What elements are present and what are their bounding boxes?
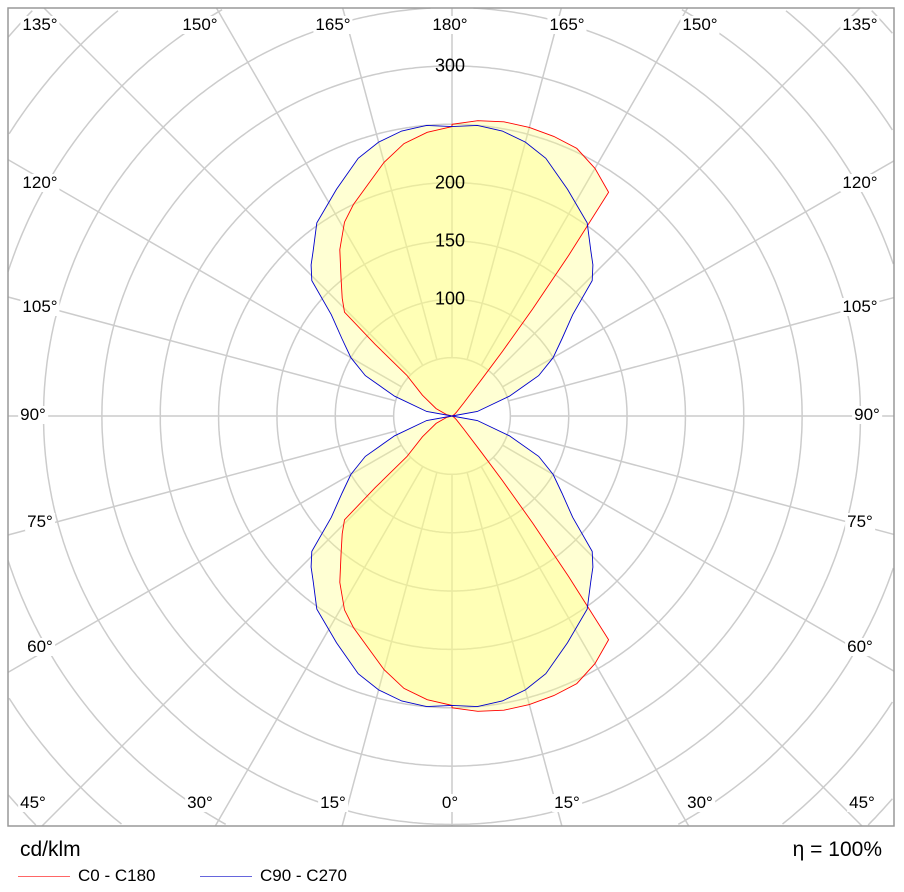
grid-circle (782, 701, 894, 825)
grid-spoke (502, 160, 895, 388)
grid-circle (8, 697, 122, 825)
unit-label: cd/klm (20, 838, 81, 861)
series-line-0 (339, 120, 610, 712)
angle-label-bottom: 30° (185, 793, 215, 812)
grid-circle (7, 559, 227, 825)
grid-spoke (508, 296, 895, 402)
angle-label-bottom: 30° (685, 793, 715, 812)
legend-label: C90 - C270 (260, 866, 347, 885)
angle-label-bottom: 15° (552, 793, 582, 812)
angle-label-left: 90° (18, 405, 48, 424)
series-fill (339, 120, 609, 712)
grid-spoke (480, 466, 690, 827)
grid-circle (677, 567, 895, 825)
grid-circle (7, 10, 33, 38)
legend-item-c90-c270: C90 - C270 (200, 866, 347, 886)
legend-swatch (200, 875, 252, 877)
angle-label-right: 105° (840, 297, 880, 316)
grid-circle (7, 9, 223, 273)
angle-label-right: 120° (840, 173, 880, 192)
grid-spoke (43, 7, 412, 376)
grid-circle (8, 10, 119, 135)
plot-frame (7, 7, 895, 827)
legend-item-c0-c180: C0 - C180 (18, 866, 155, 886)
grid-spoke (341, 7, 438, 360)
angle-label-top: 150° (680, 15, 720, 34)
grid-spoke (466, 472, 563, 827)
grid-circle (867, 798, 893, 826)
grid-spoke (41, 456, 412, 827)
angle-label-top: 135° (20, 15, 60, 34)
angle-label-bottom: 15° (318, 793, 348, 812)
grid-circle (785, 10, 894, 131)
legend-swatch (18, 875, 70, 877)
angle-label-right: 60° (845, 637, 875, 656)
angle-label-top: 150° (180, 15, 220, 34)
grid-spoke (492, 456, 863, 827)
grid-spoke (215, 7, 424, 366)
grid-spoke (492, 7, 861, 376)
grid-spoke (480, 7, 689, 366)
angle-label-bottom: 0° (439, 793, 461, 812)
polar-grid (7, 7, 895, 827)
angle-label-left: 120° (20, 173, 60, 192)
efficiency-label: η = 100% (792, 838, 882, 861)
angle-label-top: 165° (547, 15, 587, 34)
legend-label: C0 - C180 (78, 866, 156, 885)
grid-spoke (7, 430, 396, 536)
grid-spoke (466, 7, 563, 360)
radial-tick-label: 200 (434, 172, 466, 193)
series-line-1 (310, 124, 594, 708)
angle-label-top: 135° (840, 15, 880, 34)
angle-label-right: 75° (845, 512, 875, 531)
grid-circle (451, 7, 862, 826)
angle-label-left: 105° (20, 297, 60, 316)
angle-label-top: 165° (313, 15, 353, 34)
radial-tick-label: 150 (434, 230, 466, 251)
angle-label-left: 60° (25, 637, 55, 656)
grid-circle (871, 10, 893, 34)
grid-spoke (214, 466, 424, 827)
grid-spoke (7, 159, 402, 388)
angle-label-bottom: 45° (847, 793, 877, 812)
angle-label-right: 90° (852, 405, 882, 424)
grid-spoke (7, 444, 402, 673)
grid-spoke (341, 472, 438, 827)
grid-spoke (508, 430, 895, 536)
angle-label-bottom: 45° (18, 793, 48, 812)
angle-label-top: 180° (430, 15, 470, 34)
radial-tick-label: 100 (434, 288, 466, 309)
radial-tick-label: 300 (434, 55, 466, 76)
grid-circle (42, 7, 453, 826)
angle-label-left: 75° (25, 512, 55, 531)
grid-spoke (502, 444, 895, 672)
curves (310, 120, 610, 712)
grid-circle (681, 9, 895, 265)
grid-spoke (7, 296, 396, 402)
